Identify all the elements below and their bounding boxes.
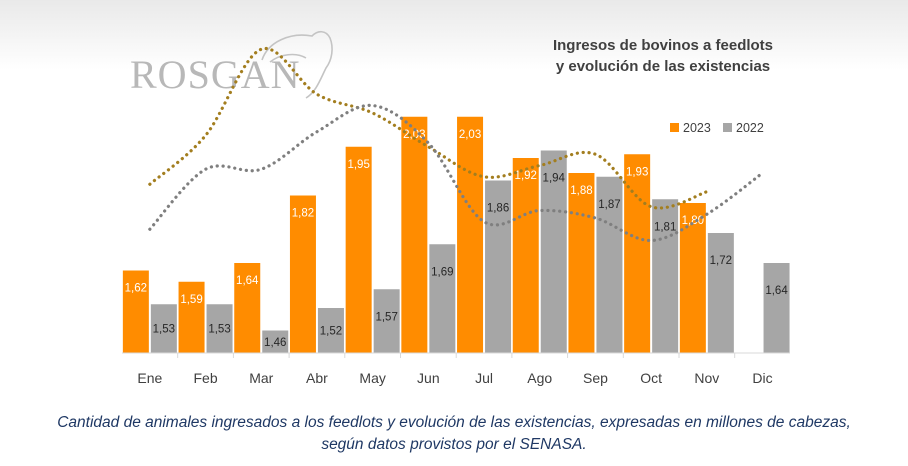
bar-2023-feb <box>178 281 205 353</box>
data-label-2022-mar: 1,46 <box>264 337 286 349</box>
bar-2023-nov <box>679 203 706 353</box>
x-axis-ticks: Ene Feb Mar Abr May Jun Jul Ago Sep Oct Nov Dic <box>137 353 773 386</box>
data-label-2022-may: 1,57 <box>375 311 397 323</box>
data-label-2022-ago: 1,94 <box>543 173 566 185</box>
logo-text: ROSGAN <box>130 52 300 97</box>
chart: ROSGAN Ingresos de bovinos a feedlots y … <box>122 30 790 386</box>
data-label-2023-jul: 2,03 <box>459 129 481 141</box>
data-label-2022-feb: 1,53 <box>208 324 230 336</box>
data-label-2023-ene: 1,62 <box>125 283 147 295</box>
bar-2022-feb <box>206 304 233 353</box>
data-label-2022-dic: 1,64 <box>765 285 788 297</box>
bar-2022-ene <box>150 304 177 353</box>
x-tick-label-may: May <box>359 370 385 386</box>
x-tick-label-sep: Sep <box>583 370 608 386</box>
x-tick-label-nov: Nov <box>694 370 719 386</box>
bar-2022-nov <box>707 233 734 353</box>
legend-label-2022: 2022 <box>736 121 764 135</box>
data-label-2022-sep: 1,87 <box>598 199 620 211</box>
data-label-2022-oct: 1,81 <box>654 221 676 233</box>
caption-line1: Cantidad de animales ingresados a los fe… <box>57 414 851 431</box>
bar-2023-oct <box>624 154 651 353</box>
bar-2023-jul <box>457 116 484 353</box>
bar-2022-oct <box>652 199 679 353</box>
data-label-2023-oct: 1,93 <box>626 166 648 178</box>
bar-2022-mar <box>262 330 289 353</box>
data-label-2023-jun: 2,03 <box>403 129 425 141</box>
trend-lines-layer <box>148 46 765 243</box>
bar-2023-abr <box>289 195 316 353</box>
caption-line2: según datos provistos por el SENASA. <box>321 436 587 453</box>
data-label-2022-nov: 1,72 <box>710 255 732 267</box>
data-label-2023-nov: 1,80 <box>682 215 704 227</box>
data-label-2022-ene: 1,53 <box>153 324 175 336</box>
data-label-2022-abr: 1,52 <box>320 326 342 338</box>
data-label-2023-ago: 1,92 <box>515 170 537 182</box>
data-label-2023-abr: 1,82 <box>292 208 314 220</box>
bars-layer: 1,62 1,53 1,59 1,53 1,64 1,46 1,82 1,52 1,95 1,57… <box>122 116 790 353</box>
bar-2022-jul <box>485 180 512 353</box>
x-tick-label-mar: Mar <box>249 370 273 386</box>
data-label-2022-jun: 1,69 <box>431 266 453 278</box>
bar-2022-sep <box>596 176 623 353</box>
x-tick-label-ene: Ene <box>137 370 162 386</box>
bar-2022-abr <box>317 308 344 353</box>
x-tick-label-abr: Abr <box>306 370 328 386</box>
bar-2023-ago <box>512 158 539 353</box>
bull-icon <box>261 30 333 99</box>
bar-2023-sep <box>568 173 595 353</box>
legend: 2023 2022 <box>670 121 764 135</box>
x-tick-label-jun: Jun <box>417 370 440 386</box>
x-tick-label-feb: Feb <box>193 370 217 386</box>
legend-label-2023: 2023 <box>683 121 711 135</box>
bar-2023-jun <box>401 116 428 353</box>
legend-swatch-2023 <box>670 123 679 132</box>
bar-2022-jun <box>429 244 456 353</box>
chart-title-line2: y evolución de las existencias <box>556 58 770 75</box>
x-tick-label-ago: Ago <box>527 370 552 386</box>
bar-2023-ene <box>122 270 149 353</box>
bar-2023-mar <box>234 263 261 353</box>
figure-caption: Cantidad de animales ingresados a los fe… <box>0 412 908 456</box>
data-label-2023-may: 1,95 <box>347 159 369 171</box>
x-tick-label-jul: Jul <box>475 370 493 386</box>
data-label-2023-mar: 1,64 <box>236 275 259 287</box>
data-label-2023-feb: 1,59 <box>180 294 202 306</box>
bar-2022-may <box>373 289 400 353</box>
data-label-2023-sep: 1,88 <box>570 185 592 197</box>
header-band <box>0 0 908 70</box>
x-tick-label-oct: Oct <box>640 370 662 386</box>
rosgan-logo: ROSGAN <box>130 30 333 99</box>
chart-title-line1: Ingresos de bovinos a feedlots <box>553 37 773 54</box>
legend-swatch-2022 <box>723 123 732 132</box>
data-label-2022-jul: 1,86 <box>487 203 509 215</box>
x-tick-label-dic: Dic <box>752 370 772 386</box>
bar-2022-dic <box>763 263 790 353</box>
trend-line-2023 <box>148 46 709 210</box>
bar-2022-ago <box>540 150 567 353</box>
bar-2023-may <box>345 146 372 353</box>
